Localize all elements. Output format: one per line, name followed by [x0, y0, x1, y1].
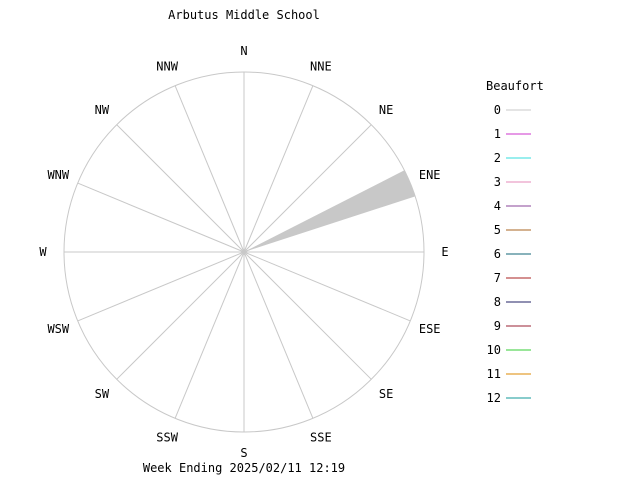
spoke-ne [243, 124, 372, 253]
direction-label-ene: ENE [419, 168, 441, 182]
direction-label-e: E [441, 245, 448, 259]
legend-label-5: 5 [494, 223, 501, 237]
legend-label-6: 6 [494, 247, 501, 261]
spoke-se [243, 251, 372, 380]
direction-label-sse: SSE [310, 431, 332, 445]
chart-title: Arbutus Middle School [168, 8, 320, 22]
spoke-nnw [174, 85, 245, 253]
legend-label-1: 1 [494, 127, 501, 141]
legend-label-12: 12 [487, 391, 501, 405]
direction-label-ese: ESE [419, 322, 441, 336]
spoke-sw [116, 251, 245, 380]
legend-label-4: 4 [494, 199, 501, 213]
legend-label-0: 0 [494, 103, 501, 117]
direction-label-nne: NNE [310, 59, 332, 73]
spoke-nw [116, 124, 245, 253]
direction-label-nw: NW [95, 103, 110, 117]
direction-label-se: SE [379, 387, 393, 401]
legend-label-11: 11 [487, 367, 501, 381]
direction-label-nnw: NNW [156, 59, 178, 73]
legend-label-9: 9 [494, 319, 501, 333]
spoke-ese [243, 251, 411, 322]
direction-label-sw: SW [95, 387, 110, 401]
legend-label-7: 7 [494, 271, 501, 285]
wind-rose-plot: N NNE NE ENE E ESE SE SSE S SSW SW WSW W WNW NW NNW [39, 44, 448, 460]
direction-label-w: W [39, 245, 47, 259]
spoke-wsw [77, 251, 245, 322]
legend-label-2: 2 [494, 151, 501, 165]
direction-label-wnw: WNW [47, 168, 69, 182]
direction-label-s: S [240, 446, 247, 460]
chart-footer: Week Ending 2025/02/11 12:19 [143, 461, 345, 475]
direction-label-n: N [240, 44, 247, 58]
legend-title: Beaufort [486, 79, 544, 93]
petal-ene [244, 170, 416, 252]
spoke-sse [243, 251, 314, 419]
direction-label-wsw: WSW [47, 322, 69, 336]
legend-label-8: 8 [494, 295, 501, 309]
direction-label-ne: NE [379, 103, 393, 117]
legend-label-3: 3 [494, 175, 501, 189]
spoke-ssw [174, 251, 245, 419]
spoke-nne [243, 85, 314, 253]
direction-label-ssw: SSW [156, 431, 178, 445]
legend-label-10: 10 [487, 343, 501, 357]
spoke-wnw [77, 182, 245, 253]
